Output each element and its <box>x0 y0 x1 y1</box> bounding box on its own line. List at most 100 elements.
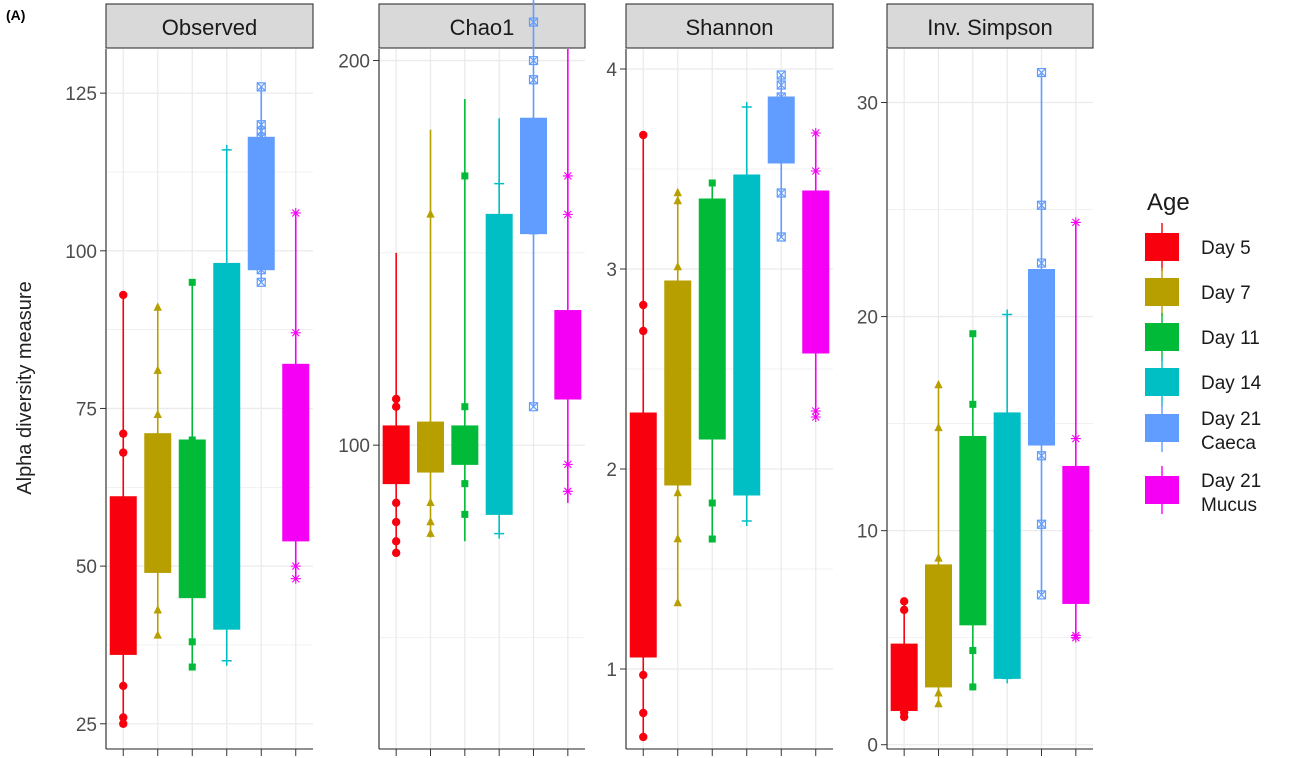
data-point <box>426 439 435 449</box>
legend-item: Day 5 <box>1145 223 1251 271</box>
data-point <box>391 440 401 450</box>
data-point <box>1070 217 1081 228</box>
data-point <box>810 128 821 138</box>
data-point <box>1036 200 1047 210</box>
data-point <box>776 188 786 198</box>
data-point <box>969 330 977 338</box>
facet-strip <box>378 3 586 49</box>
box-day-14 <box>733 102 761 526</box>
data-point <box>673 261 682 271</box>
data-point <box>810 302 821 312</box>
data-point <box>708 499 716 507</box>
box-day-7 <box>417 129 444 538</box>
box-day-21-caeca <box>520 0 547 412</box>
data-point <box>969 400 977 408</box>
y-tick-label: 100 <box>338 436 370 457</box>
legend-label: Day 21 <box>1201 471 1261 492</box>
box-body <box>802 190 830 354</box>
facet-panels: Observed255075100125Chao1100200Shannon12… <box>65 0 1094 757</box>
data-point <box>119 429 128 438</box>
facet-strip <box>625 3 834 49</box>
y-tick-label: 20 <box>857 308 878 329</box>
y-tick-label: 0 <box>867 736 878 757</box>
box-body <box>993 412 1021 679</box>
legend-key <box>1145 414 1179 442</box>
box-day-14 <box>993 309 1021 684</box>
data-point <box>426 424 435 433</box>
box-day-11 <box>698 179 726 543</box>
data-point <box>639 130 648 140</box>
data-point <box>461 172 469 180</box>
facet-panel-4: Inv. Simpson 0 10 20 30 <box>857 3 1094 757</box>
legend-label: Day 7 <box>1201 283 1251 304</box>
data-point <box>119 719 128 728</box>
box-body <box>178 439 206 599</box>
data-point <box>153 630 162 639</box>
data-point <box>528 402 539 412</box>
data-point <box>290 207 301 218</box>
y-tick-label: 3 <box>606 260 617 281</box>
legend-key <box>1145 233 1179 261</box>
data-point <box>810 412 821 422</box>
legend-label: Caeca <box>1201 433 1256 454</box>
data-point <box>256 120 266 130</box>
data-point <box>391 548 401 558</box>
data-point <box>776 232 786 242</box>
data-point <box>528 17 539 27</box>
box-body <box>554 310 582 400</box>
data-point <box>562 209 573 220</box>
data-point <box>426 516 435 526</box>
data-point <box>290 327 301 338</box>
box-body <box>767 96 795 164</box>
box-body <box>664 280 692 486</box>
box-body <box>698 198 726 440</box>
box-body <box>733 174 761 496</box>
data-point <box>673 195 682 205</box>
data-point <box>153 365 162 374</box>
legend-item: Day 11 <box>1145 313 1260 361</box>
data-point <box>290 573 301 584</box>
box-day-7 <box>925 379 952 708</box>
data-point <box>153 605 162 614</box>
data-point <box>810 166 821 176</box>
data-point <box>1002 309 1013 320</box>
data-point <box>899 605 909 615</box>
box-body <box>925 564 952 688</box>
y-tick-label: 50 <box>76 557 97 578</box>
data-point <box>426 209 435 218</box>
data-point <box>934 698 943 708</box>
legend-key <box>1145 323 1179 351</box>
y-tick-label: 100 <box>65 242 97 263</box>
box-day-5 <box>109 290 137 728</box>
box-day-14 <box>213 144 241 666</box>
legend-label: Day 21 <box>1201 409 1261 430</box>
data-point <box>969 647 977 655</box>
box-body <box>959 435 987 626</box>
data-point <box>461 480 469 488</box>
data-point <box>119 290 128 300</box>
data-point <box>708 535 716 543</box>
y-tick-label: 4 <box>606 60 617 81</box>
data-point <box>776 80 786 90</box>
data-point <box>221 144 232 155</box>
box-body <box>282 363 310 542</box>
box-day-7 <box>664 187 692 607</box>
data-point <box>1036 451 1047 461</box>
data-point <box>1036 519 1047 529</box>
box-day-21-caeca <box>767 70 795 242</box>
data-point <box>934 379 943 389</box>
data-point <box>256 82 266 92</box>
data-point <box>934 422 943 432</box>
data-point <box>119 713 128 722</box>
facet-title: Chao1 <box>450 15 515 40</box>
legend-label: Day 11 <box>1201 328 1260 349</box>
data-point <box>899 708 909 717</box>
panel-label: (A) <box>6 7 25 23</box>
data-point <box>528 75 539 85</box>
y-tick-label: 1 <box>606 660 617 681</box>
box-day-5 <box>382 252 410 558</box>
legend-label: Day 5 <box>1201 238 1251 259</box>
legend-item: Day 14 <box>1145 358 1262 406</box>
facet-panel-3: Shannon 1 2 3 4 <box>606 3 834 756</box>
data-point <box>528 225 539 235</box>
